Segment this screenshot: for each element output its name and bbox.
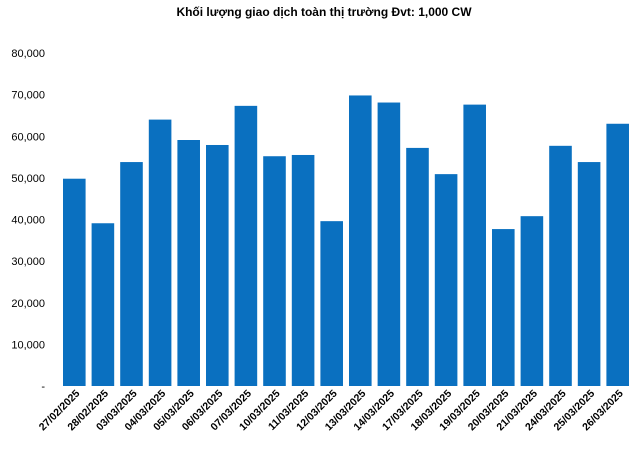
bar: [577, 162, 601, 386]
bar: [406, 147, 429, 386]
bar: [177, 140, 200, 386]
y-tick-label: 50,000: [11, 173, 45, 185]
y-tick-label: 60,000: [11, 131, 45, 143]
y-tick-label: 40,000: [11, 215, 45, 227]
bar: [549, 145, 572, 386]
y-axis: - 10,000 20,000 30,000 40,000 50,000 60,000 70,…: [11, 48, 45, 393]
bar: [120, 162, 143, 386]
y-tick-label: -: [41, 381, 45, 393]
bar: [463, 104, 486, 387]
y-tick-label: 20,000: [11, 298, 45, 310]
bar: [492, 229, 515, 386]
y-tick-label: 30,000: [11, 256, 45, 268]
y-tick-label: 70,000: [11, 90, 45, 102]
bar: [349, 95, 372, 387]
bar: [91, 223, 115, 386]
y-tick-label: 80,000: [11, 48, 45, 60]
bar: [320, 221, 343, 386]
bar: [377, 102, 401, 386]
bar: [234, 105, 258, 387]
bar: [263, 156, 286, 386]
chart-title: Khối lượng giao dịch toàn thị trường Đvt…: [176, 5, 472, 19]
x-axis: 27/02/202528/02/202503/03/202504/03/2025…: [37, 388, 626, 434]
bar: [63, 178, 86, 386]
bar-series: [63, 95, 629, 387]
bar: [434, 174, 458, 386]
bar: [606, 123, 629, 386]
bar: [291, 154, 315, 386]
y-tick-label: 10,000: [11, 339, 45, 351]
bar: [206, 144, 229, 386]
bar: [520, 216, 544, 386]
bar: [148, 119, 172, 386]
